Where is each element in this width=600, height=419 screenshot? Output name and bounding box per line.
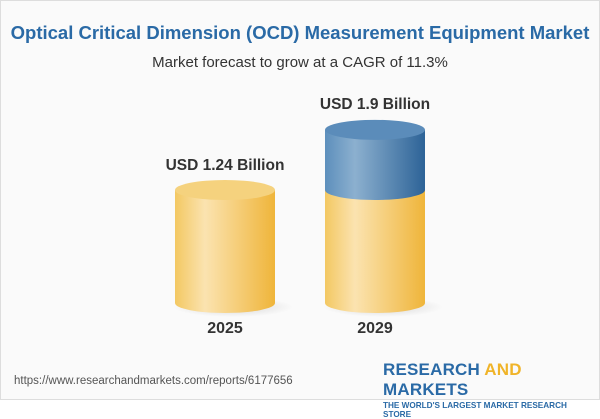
chart-frame bbox=[0, 0, 600, 400]
research-and-markets-logo: RESEARCH AND MARKETS THE WORLD'S LARGEST… bbox=[383, 360, 567, 419]
data-label-2029: USD 1.9 Billion bbox=[319, 96, 431, 113]
x-tick-2029: 2029 bbox=[357, 320, 393, 337]
cylinder-top-2025 bbox=[175, 180, 275, 200]
cylinder-base-2025 bbox=[175, 190, 275, 313]
chart-subtitle: Market forecast to grow at a CAGR of 11.… bbox=[152, 54, 448, 71]
chart-title: Optical Critical Dimension (OCD) Measure… bbox=[10, 22, 590, 43]
cylinder-chart bbox=[173, 119, 443, 317]
cylinder-growth-2029 bbox=[325, 129, 425, 200]
source-url[interactable]: https://www.researchandmarkets.com/repor… bbox=[14, 375, 293, 387]
cylinder-base-2029 bbox=[325, 190, 425, 313]
data-label-2025: USD 1.24 Billion bbox=[165, 157, 285, 174]
x-tick-2025: 2025 bbox=[207, 320, 243, 337]
cylinder-top-2029 bbox=[325, 119, 425, 140]
